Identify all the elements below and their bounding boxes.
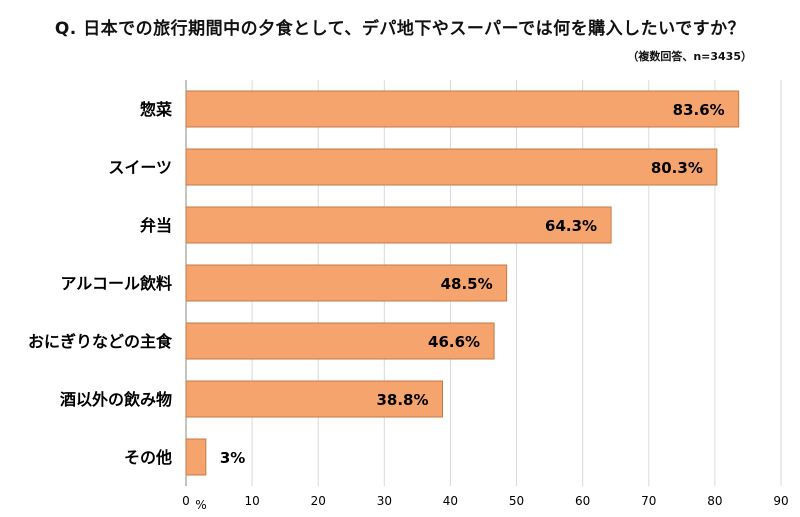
category-label: アルコール飲料 — [60, 274, 172, 293]
x-tick-label: 40 — [443, 494, 458, 508]
x-tick-label: 20 — [311, 494, 326, 508]
bar — [185, 90, 740, 128]
category-label: スイーツ — [108, 158, 172, 177]
category-label: その他 — [124, 448, 172, 467]
value-label: 46.6% — [428, 333, 480, 351]
category-label: 酒以外の飲み物 — [60, 390, 172, 409]
bar — [185, 322, 495, 360]
bar — [185, 438, 207, 476]
x-tick-label: 90 — [773, 494, 788, 508]
x-tick-label: 10 — [244, 494, 259, 508]
x-tick-label: 60 — [575, 494, 590, 508]
x-tick-label: 70 — [641, 494, 656, 508]
value-label: 83.6% — [673, 101, 725, 119]
category-label: おにぎりなどの主食 — [28, 332, 173, 351]
category-label: 惣菜 — [140, 100, 172, 119]
chart-note: （複数回答、n=3435） — [627, 50, 752, 63]
x-tick-label: 30 — [377, 494, 392, 508]
chart-title: Q. 日本での旅行期間中の夕食として、デパ地下やスーパーでは何を購入したいですか… — [54, 19, 746, 39]
x-tick-label: 0 — [182, 494, 190, 508]
x-tick-label: 80 — [707, 494, 722, 508]
value-label: 64.3% — [545, 217, 597, 235]
bar — [185, 380, 444, 418]
x-unit-label: % — [195, 498, 206, 512]
value-label: 48.5% — [441, 275, 493, 293]
bar — [185, 148, 718, 186]
value-label: 38.8% — [376, 391, 428, 409]
value-label: 80.3% — [651, 159, 703, 177]
category-label: 弁当 — [140, 216, 172, 235]
x-tick-label: 50 — [509, 494, 524, 508]
bar — [185, 264, 508, 302]
value-label: 3% — [220, 449, 245, 467]
bar — [185, 206, 612, 244]
